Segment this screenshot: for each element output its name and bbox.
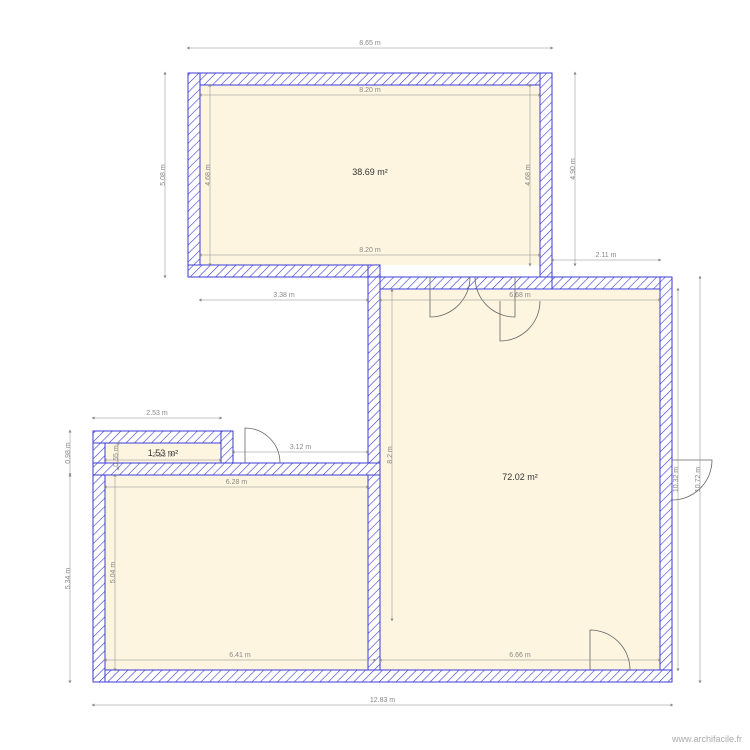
room-area-label: 72.02 m² [502, 472, 538, 482]
wall-segment [188, 265, 368, 277]
dimension-label: 8.2 m [387, 446, 394, 464]
dimension-label: 3.12 m [290, 444, 312, 451]
door-swing [245, 428, 280, 463]
dimension-label: 4.68 m [205, 164, 212, 186]
dimension-label: 3.38 m [273, 292, 295, 299]
wall-segment [188, 73, 552, 85]
wall-segment [188, 73, 200, 277]
dimension-label: 2.11 m [596, 252, 617, 259]
dimension-label: 12.83 m [370, 697, 395, 704]
room-room-bottom-left [105, 475, 375, 670]
dimension-label: 8.20 m [359, 247, 381, 254]
dimension-label: 6.28 m [226, 479, 248, 486]
dimension-label: 6.66 m [509, 652, 531, 659]
wall-segment [93, 463, 380, 475]
dimension-label: 10.72 m [695, 467, 702, 492]
wall-segment [93, 670, 672, 682]
wall-segment [540, 73, 552, 289]
dimension-label: 5.34 m [65, 568, 72, 590]
floor-plan: 38.69 m²72.02 m²1.53 m² 8.65 m8.20 m8.20… [0, 0, 750, 750]
dimension-label: 6.68 m [509, 292, 531, 299]
dimension-label: 5.04 m [110, 562, 117, 584]
dimension-label: 6.41 m [229, 652, 251, 659]
dimension-label: 10.32 m [673, 467, 680, 492]
dimension-label: 8.20 m [359, 87, 381, 94]
dimension-label: 4.68 m [525, 164, 532, 186]
dimension-label: 2.53 m [146, 410, 168, 417]
dimension-label: 4.90 m [570, 158, 577, 180]
dimension-label: 0.55 m [113, 445, 120, 467]
dimension-label: 8.65 m [359, 40, 381, 47]
dimension-label: 5.08 m [160, 164, 167, 186]
wall-segment [660, 277, 672, 682]
wall-segment [93, 431, 233, 443]
wall-segment [552, 277, 672, 289]
watermark-text: www.archifacile.fr [671, 734, 742, 744]
wall-segment [368, 277, 380, 682]
room-area-label: 38.69 m² [352, 167, 388, 177]
dimension-label: 2.13 m [152, 452, 174, 459]
dimension-label: 0.98 m [65, 442, 72, 464]
